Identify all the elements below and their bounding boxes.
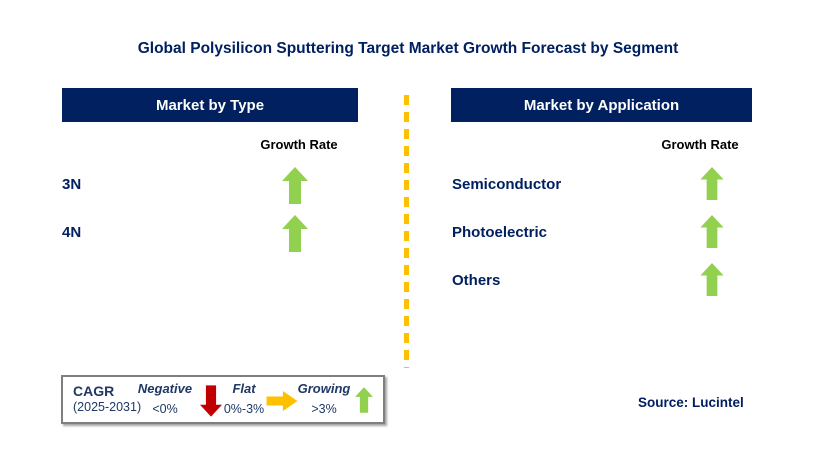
growth-rate-label-application: Growth Rate xyxy=(661,137,739,152)
segment-label-4n: 4N xyxy=(62,224,82,241)
legend-growing-range: >3% xyxy=(311,402,337,416)
segment-label-semiconductor: Semiconductor xyxy=(452,176,562,193)
legend-negative-label: Negative xyxy=(137,381,193,396)
legend-growing-label: Growing xyxy=(297,381,351,396)
right-arrow-icon xyxy=(266,391,298,416)
growth-rate-label-type: Growth Rate xyxy=(260,137,338,152)
segment-label-others: Others xyxy=(452,272,501,289)
legend-cagr-title: CAGR xyxy=(73,383,115,399)
cagr-legend: CAGR (2025-2031) Negative <0% Flat 0%-3%… xyxy=(61,375,385,424)
up-arrow-icon xyxy=(700,263,724,296)
legend-negative-range: <0% xyxy=(152,402,178,416)
legend-cagr-period: (2025-2031) xyxy=(73,400,142,414)
up-arrow-icon xyxy=(355,382,373,423)
segment-label-photoelectric: Photoelectric xyxy=(452,224,548,241)
page-title: Global Polysilicon Sputtering Target Mar… xyxy=(137,40,679,57)
down-arrow-icon xyxy=(200,383,222,424)
up-arrow-icon xyxy=(700,215,724,248)
up-arrow-icon xyxy=(282,167,308,204)
up-arrow-icon xyxy=(700,167,724,200)
source-label: Source: Lucintel xyxy=(638,395,744,410)
up-arrow-icon xyxy=(282,215,308,252)
dashed-divider xyxy=(404,95,409,368)
legend-flat-range: 0%-3% xyxy=(223,402,265,416)
panel-header-market-by-type: Market by Type xyxy=(62,88,358,122)
segment-label-3n: 3N xyxy=(62,176,82,193)
legend-flat-label: Flat xyxy=(232,381,256,396)
panel-header-market-by-application: Market by Application xyxy=(451,88,752,122)
